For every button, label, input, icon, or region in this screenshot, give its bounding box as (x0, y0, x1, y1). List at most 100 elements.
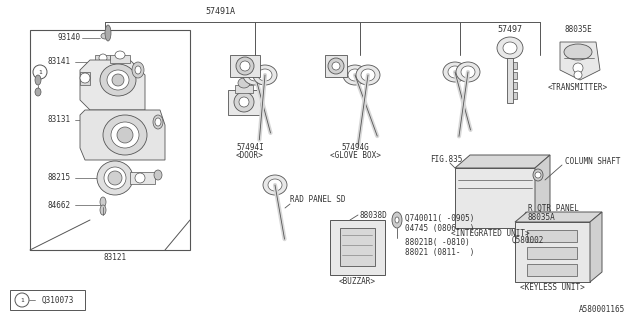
Ellipse shape (100, 205, 106, 215)
Text: 57494I: 57494I (236, 143, 264, 153)
Bar (527, 247, 577, 259)
Ellipse shape (117, 127, 133, 143)
Ellipse shape (153, 115, 163, 129)
Bar (527, 264, 577, 276)
Bar (340, 228, 375, 266)
Ellipse shape (234, 92, 254, 112)
Text: Q740011( -0905): Q740011( -0905) (405, 213, 474, 222)
Ellipse shape (112, 74, 124, 86)
Ellipse shape (35, 88, 41, 96)
Ellipse shape (332, 62, 340, 70)
Ellipse shape (108, 171, 122, 185)
Ellipse shape (101, 33, 109, 39)
Text: <DOOR>: <DOOR> (236, 151, 264, 161)
Ellipse shape (395, 217, 399, 223)
Text: <KEYLESS UNIT>: <KEYLESS UNIT> (520, 284, 584, 292)
Text: RAD PANEL SD: RAD PANEL SD (290, 196, 346, 204)
Ellipse shape (248, 69, 262, 81)
Ellipse shape (35, 75, 41, 85)
Bar (130, 172, 155, 184)
Ellipse shape (238, 78, 250, 88)
Ellipse shape (461, 66, 475, 78)
Text: <BUZZAR>: <BUZZAR> (339, 277, 376, 286)
Text: 57497: 57497 (497, 26, 522, 35)
Bar (527, 230, 577, 242)
Ellipse shape (104, 167, 126, 189)
Text: 88215: 88215 (48, 173, 71, 182)
Text: 83141: 83141 (48, 58, 71, 67)
Bar (515, 222, 590, 282)
Polygon shape (560, 42, 600, 80)
Ellipse shape (132, 62, 144, 78)
Text: A580001165: A580001165 (579, 306, 625, 315)
Ellipse shape (115, 51, 125, 59)
Text: <INTEGRATED UNIT>: <INTEGRATED UNIT> (451, 229, 529, 238)
Ellipse shape (100, 64, 136, 96)
Ellipse shape (33, 65, 47, 79)
Bar (455, 168, 535, 228)
Text: Q310073: Q310073 (42, 295, 74, 305)
Ellipse shape (518, 242, 528, 254)
Text: 1: 1 (20, 298, 24, 302)
Text: 88021 (0811-  ): 88021 (0811- ) (405, 247, 474, 257)
Text: <TRANSMITTER>: <TRANSMITTER> (548, 84, 608, 92)
Ellipse shape (15, 293, 29, 307)
Ellipse shape (103, 115, 147, 155)
Ellipse shape (258, 69, 272, 81)
Bar (513, 62, 517, 69)
Text: 88035E: 88035E (564, 26, 592, 35)
Bar (507, 58, 513, 103)
Ellipse shape (253, 65, 277, 85)
Bar (228, 90, 260, 115)
Text: FIG.835: FIG.835 (430, 156, 462, 164)
Bar (30, 30, 190, 250)
Text: R QTR PANEL: R QTR PANEL (528, 204, 579, 212)
Polygon shape (95, 55, 110, 70)
Polygon shape (455, 155, 550, 168)
Ellipse shape (97, 161, 133, 195)
Text: 93140: 93140 (58, 34, 81, 43)
Text: 1: 1 (38, 69, 42, 75)
Text: 83121: 83121 (104, 253, 127, 262)
Ellipse shape (155, 118, 161, 126)
Ellipse shape (239, 97, 249, 107)
Ellipse shape (107, 70, 129, 90)
Polygon shape (535, 155, 550, 228)
Polygon shape (80, 110, 165, 160)
Ellipse shape (243, 65, 267, 85)
Ellipse shape (105, 25, 111, 41)
Ellipse shape (236, 57, 254, 75)
Bar (230, 55, 260, 77)
Polygon shape (590, 212, 602, 282)
Bar (10, 290, 85, 310)
Ellipse shape (535, 172, 541, 178)
Ellipse shape (348, 69, 362, 81)
Ellipse shape (99, 54, 107, 62)
Ellipse shape (392, 212, 402, 228)
Ellipse shape (135, 173, 145, 183)
Text: 84662: 84662 (48, 201, 71, 210)
Ellipse shape (154, 170, 162, 180)
Ellipse shape (100, 197, 106, 207)
Text: 57491A: 57491A (205, 7, 235, 17)
Text: COLUMN SHAFT: COLUMN SHAFT (565, 157, 621, 166)
Bar (325, 55, 347, 77)
Text: Q580002: Q580002 (512, 236, 544, 244)
Ellipse shape (263, 175, 287, 195)
Polygon shape (515, 212, 602, 222)
Ellipse shape (503, 42, 517, 54)
Ellipse shape (135, 66, 141, 74)
Ellipse shape (361, 69, 375, 81)
Bar (235, 85, 253, 93)
Ellipse shape (268, 179, 282, 191)
Ellipse shape (448, 66, 462, 78)
Ellipse shape (456, 62, 480, 82)
Bar (513, 72, 517, 79)
Text: 57494G: 57494G (341, 143, 369, 153)
Ellipse shape (111, 122, 139, 148)
Text: 04745 (0806-  ): 04745 (0806- ) (405, 223, 474, 233)
Ellipse shape (533, 169, 543, 181)
Ellipse shape (343, 65, 367, 85)
Bar (513, 82, 517, 89)
Text: 88021B( -0810): 88021B( -0810) (405, 237, 470, 246)
